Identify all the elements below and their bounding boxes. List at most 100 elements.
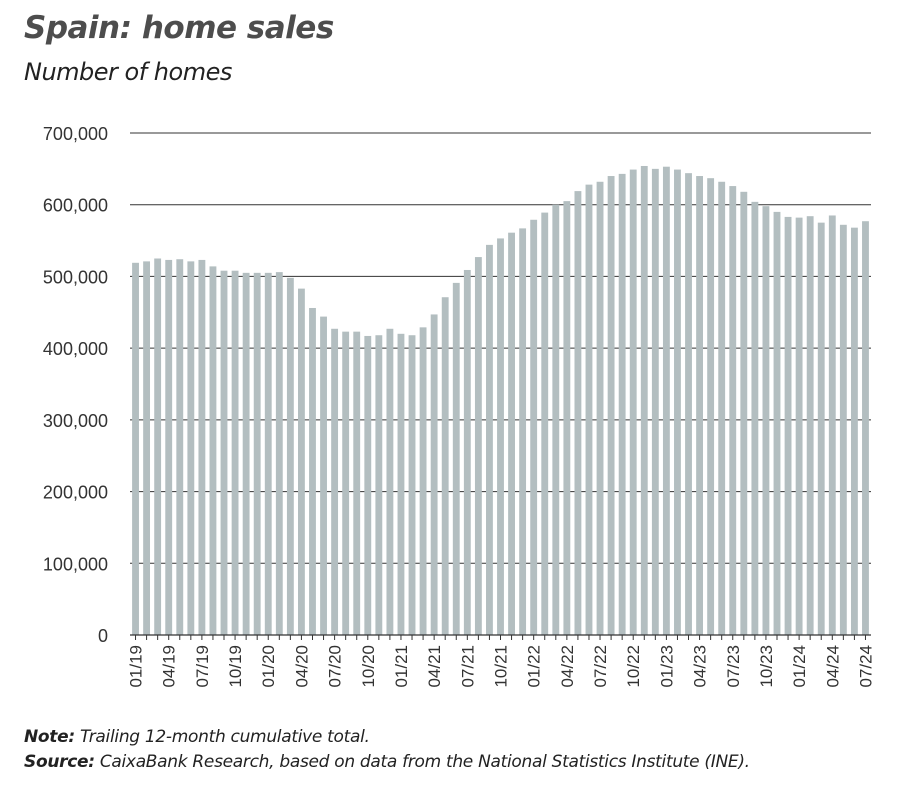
bar-08/22 xyxy=(607,176,615,635)
x-tick-label: 07/19 xyxy=(193,645,212,688)
x-tick-label: 04/21 xyxy=(425,645,444,688)
y-tick-label: 0 xyxy=(98,626,108,646)
x-tick-label: 01/24 xyxy=(790,645,809,688)
bar-04/24 xyxy=(828,215,836,635)
bar-12/22 xyxy=(651,168,659,635)
bar-11/20 xyxy=(375,335,383,635)
x-tick-label: 07/24 xyxy=(856,645,875,688)
x-tick-label: 10/23 xyxy=(757,645,776,688)
source: Source: CaixaBank Research, based on dat… xyxy=(24,752,750,772)
x-tick-label: 04/19 xyxy=(160,645,179,688)
bar-01/20 xyxy=(264,272,272,635)
y-tick-label: 700,000 xyxy=(43,124,108,144)
chart-title: Spain: home sales xyxy=(24,10,334,46)
bar-01/22 xyxy=(530,219,538,635)
bar-09/23 xyxy=(751,201,759,636)
x-tick-label: 04/20 xyxy=(292,645,311,688)
y-tick-label: 100,000 xyxy=(43,554,108,574)
bar-04/19 xyxy=(165,259,173,635)
bar-07/21 xyxy=(463,269,471,635)
bar-08/21 xyxy=(474,257,482,635)
bar-09/19 xyxy=(220,270,228,635)
bar-08/19 xyxy=(209,266,217,635)
bar-05/23 xyxy=(707,178,715,635)
note-label: Note: xyxy=(24,727,75,747)
bar-05/19 xyxy=(176,259,184,635)
x-tick-label: 07/22 xyxy=(591,645,610,688)
bar-12/20 xyxy=(386,328,394,635)
source-text: CaixaBank Research, based on data from t… xyxy=(94,752,750,772)
bar-12/19 xyxy=(253,272,261,635)
bar-09/20 xyxy=(353,331,361,635)
x-tick-label: 04/23 xyxy=(691,645,710,688)
x-tick-label: 01/20 xyxy=(259,645,278,688)
bar-06/23 xyxy=(718,181,726,635)
bar-05/22 xyxy=(574,191,582,636)
bar-03/21 xyxy=(419,327,427,635)
x-tick-label: 07/23 xyxy=(724,645,743,688)
bar-04/21 xyxy=(430,314,438,635)
bar-06/22 xyxy=(585,184,593,636)
x-tick-label: 04/22 xyxy=(558,645,577,688)
x-tick-label: 10/20 xyxy=(359,645,378,688)
bar-07/19 xyxy=(198,259,206,635)
note: Note: Trailing 12-month cumulative total… xyxy=(24,727,370,747)
bar-03/24 xyxy=(817,222,825,635)
bar-05/20 xyxy=(309,307,316,635)
bar-09/21 xyxy=(486,244,493,636)
bar-02/19 xyxy=(143,261,151,635)
bar-10/21 xyxy=(497,238,504,636)
x-tick-label: 01/21 xyxy=(392,645,411,688)
bar-01/21 xyxy=(397,333,405,635)
x-tick-label: 10/22 xyxy=(624,645,643,688)
bar-02/23 xyxy=(674,169,681,635)
bar-12/21 xyxy=(519,228,527,635)
bar-07/23 xyxy=(729,186,737,635)
x-tick-label: 01/19 xyxy=(127,645,146,688)
x-tick-label: 01/23 xyxy=(657,645,676,688)
source-label: Source: xyxy=(24,752,95,772)
x-tick-label: 10/21 xyxy=(492,645,511,688)
bar-04/22 xyxy=(563,201,571,635)
bar-05/21 xyxy=(441,297,449,635)
bar-07/20 xyxy=(331,328,339,635)
bar-01/19 xyxy=(132,262,139,635)
bar-10/20 xyxy=(364,335,372,635)
bar-10/22 xyxy=(629,169,637,635)
bar-04/20 xyxy=(297,288,305,635)
bar-07/24 xyxy=(862,221,869,636)
bar-02/22 xyxy=(541,212,549,636)
bar-08/20 xyxy=(342,331,350,635)
bar-05/24 xyxy=(839,224,847,635)
x-tick-label: 07/21 xyxy=(458,645,477,688)
bar-03/19 xyxy=(154,258,162,635)
chart-subtitle: Number of homes xyxy=(24,58,232,86)
bar-03/22 xyxy=(552,204,560,635)
x-tick-label: 10/19 xyxy=(226,645,245,688)
y-tick-label: 200,000 xyxy=(43,483,108,503)
bar-11/23 xyxy=(773,211,781,635)
y-tick-label: 600,000 xyxy=(43,196,108,216)
y-tick-label: 300,000 xyxy=(43,411,108,431)
bar-04/23 xyxy=(696,176,704,635)
bar-03/20 xyxy=(286,277,294,635)
bar-03/23 xyxy=(685,173,692,635)
bar-06/24 xyxy=(850,227,858,636)
x-tick-label: 07/20 xyxy=(326,645,345,688)
bar-07/22 xyxy=(596,181,604,635)
bar-11/19 xyxy=(242,272,250,635)
bar-02/21 xyxy=(408,335,416,635)
bar-06/20 xyxy=(320,316,327,635)
note-text: Trailing 12-month cumulative total. xyxy=(74,727,370,747)
bar-06/19 xyxy=(187,261,195,635)
y-tick-label: 500,000 xyxy=(43,267,108,287)
bar-10/19 xyxy=(231,270,239,635)
x-tick-label: 01/22 xyxy=(525,645,544,688)
x-tick-label: 04/24 xyxy=(823,645,842,688)
bar-10/23 xyxy=(762,206,770,636)
y-tick-label: 400,000 xyxy=(43,339,108,359)
bar-01/23 xyxy=(662,166,670,635)
bar-11/21 xyxy=(508,232,515,635)
bar-12/23 xyxy=(784,216,792,636)
